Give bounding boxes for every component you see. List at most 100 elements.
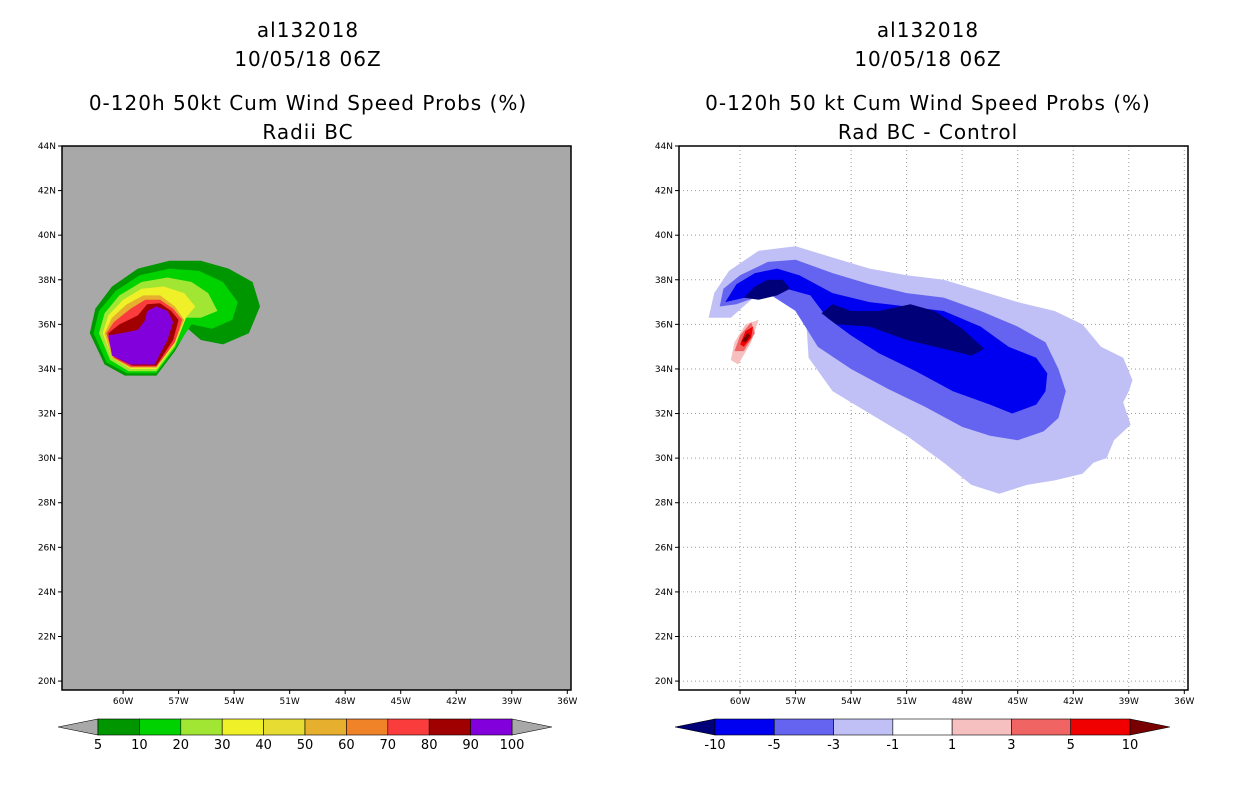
x-tick-label: 36W	[557, 697, 577, 707]
colorbar-swatch	[1070, 718, 1131, 736]
y-tick-label: 36N	[655, 320, 673, 330]
y-tick-label: 38N	[655, 276, 673, 286]
colorbar-swatch	[773, 718, 834, 736]
y-tick-label: 34N	[38, 365, 56, 375]
y-tick-label: 22N	[655, 632, 673, 642]
colorbar-swatch	[263, 718, 306, 736]
y-tick-label: 20N	[38, 677, 56, 687]
y-tick-label: 38N	[38, 276, 56, 286]
x-tick-label: 45W	[1008, 697, 1028, 707]
y-tick-label: 24N	[655, 588, 673, 598]
colorbar-swatch	[428, 718, 471, 736]
colorbar-swatch	[387, 718, 430, 736]
y-tick-label: 28N	[38, 499, 56, 509]
x-tick-label: 39W	[1119, 697, 1139, 707]
colorbar-label: 80	[421, 738, 438, 753]
colorbar-swatch	[1011, 718, 1072, 736]
y-tick-label: 44N	[655, 142, 673, 152]
contour-level--10	[821, 304, 985, 356]
colorbar-swatch	[714, 718, 775, 736]
y-tick-label: 42N	[655, 187, 673, 197]
x-tick-label: 36W	[1174, 697, 1194, 707]
colorbar-right-arrow	[1129, 718, 1171, 736]
colorbar-label: -1	[886, 738, 899, 753]
x-tick-label: 54W	[224, 697, 244, 707]
right-title-3: 0-120h 50 kt Cum Wind Speed Probs (%)	[705, 91, 1151, 115]
y-tick-label: 28N	[655, 499, 673, 509]
x-tick-label: 42W	[446, 697, 466, 707]
x-tick-label: 51W	[896, 697, 916, 707]
colorbar-swatch	[139, 718, 182, 736]
x-tick-label: 57W	[785, 697, 805, 707]
x-tick-label: 39W	[502, 697, 522, 707]
y-tick-label: 30N	[655, 454, 673, 464]
x-tick-label: 48W	[952, 697, 972, 707]
colorbar-label: 90	[462, 738, 479, 753]
x-tick-label: 51W	[279, 697, 299, 707]
colorbar-label: 10	[1122, 738, 1139, 753]
colorbar-label: 50	[297, 738, 314, 753]
colorbar-swatch	[304, 718, 347, 736]
colorbar-swatch	[951, 718, 1012, 736]
x-tick-label: 48W	[335, 697, 355, 707]
colorbar-swatch	[470, 718, 513, 736]
y-tick-label: 44N	[38, 142, 56, 152]
colorbar-label: -10	[704, 738, 725, 753]
colorbar-swatch	[221, 718, 264, 736]
colorbar-swatch	[892, 718, 953, 736]
right-title-1: al132018	[876, 18, 980, 42]
y-tick-label: 20N	[655, 677, 673, 687]
x-tick-label: 60W	[730, 697, 750, 707]
colorbar-swatch	[833, 718, 894, 736]
contour-level-10	[741, 333, 751, 343]
colorbar-label: 10	[131, 738, 148, 753]
x-tick-label: 54W	[841, 697, 861, 707]
contour-level--10	[743, 279, 791, 300]
right-title-4: Rad BC - Control	[837, 120, 1019, 144]
colorbar-label: 70	[380, 738, 397, 753]
colorbar-swatch	[97, 718, 140, 736]
y-tick-label: 32N	[655, 410, 673, 420]
y-tick-label: 30N	[38, 454, 56, 464]
y-tick-label: 36N	[38, 320, 56, 330]
colorbar-label: 5	[94, 738, 102, 753]
y-tick-label: 26N	[38, 543, 56, 553]
left-title-4: Radii BC	[262, 120, 354, 144]
y-tick-label: 26N	[655, 543, 673, 553]
y-tick-label: 40N	[655, 231, 673, 241]
left-title-1: al132018	[256, 18, 360, 42]
right-wind-prob-diff-map: 20N 22N 24N 26N 28N 30N 32N 34N 36N 38N 40N 42N 44N 6…	[655, 142, 1195, 753]
colorbar-label: -3	[827, 738, 840, 753]
plot-frame	[678, 145, 1189, 691]
colorbar-swatch	[180, 718, 223, 736]
left-title-2: 10/05/18 06Z	[234, 47, 382, 71]
colorbar-label: 30	[214, 738, 231, 753]
y-tick-label: 24N	[38, 588, 56, 598]
x-tick-label: 60W	[113, 697, 133, 707]
x-tick-label: 45W	[391, 697, 411, 707]
right-title-2: 10/05/18 06Z	[854, 47, 1002, 71]
x-tick-label: 57W	[168, 697, 188, 707]
contour-level-100	[108, 306, 174, 365]
colorbar-left-arrow	[57, 718, 99, 736]
colorbar-label: -5	[768, 738, 781, 753]
colorbar-left-arrow	[674, 718, 716, 736]
contour-level--5	[725, 268, 1048, 414]
colorbar-swatch	[346, 718, 389, 736]
colorbar-label: 40	[255, 738, 272, 753]
colorbar-label: 100	[500, 738, 525, 753]
left-wind-prob-map: 20N 22N 24N 26N 28N 30N 32N 34N 36N 38N 40N 42N 44N 6…	[38, 142, 578, 753]
colorbar-label: 5	[1067, 738, 1075, 753]
colorbar-right-arrow	[511, 718, 553, 736]
colorbar-label: 1	[948, 738, 956, 753]
y-tick-label: 32N	[38, 410, 56, 420]
y-tick-label: 40N	[38, 231, 56, 241]
y-tick-label: 42N	[38, 187, 56, 197]
x-tick-label: 42W	[1063, 697, 1083, 707]
colorbar-label: 20	[173, 738, 190, 753]
plot-background	[62, 146, 571, 690]
colorbar-label: 3	[1007, 738, 1015, 753]
plot-frame	[61, 145, 572, 691]
colorbar-label: 60	[338, 738, 355, 753]
y-tick-label: 22N	[38, 632, 56, 642]
